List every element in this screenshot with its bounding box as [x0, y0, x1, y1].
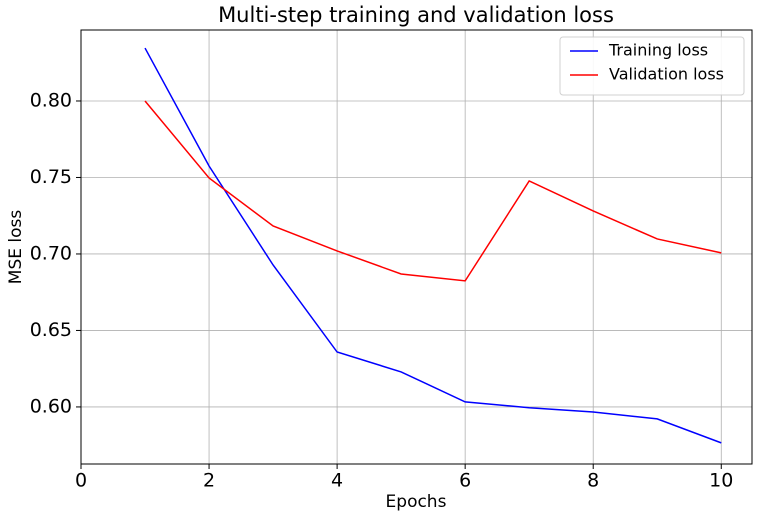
y-tick-label: 0.60 [30, 395, 72, 417]
legend: Training loss Validation loss [559, 36, 745, 96]
x-axis-label: Epochs [386, 492, 447, 512]
x-tick-label: 6 [459, 470, 471, 492]
y-tick-label: 0.70 [30, 242, 72, 264]
chart-title: Multi-step training and validation loss [218, 3, 614, 27]
x-tick-label: 10 [709, 470, 733, 492]
y-tick-label: 0.80 [30, 89, 72, 111]
y-tick-label: 0.65 [30, 319, 72, 341]
x-tick-label: 4 [331, 470, 343, 492]
x-tick-label: 8 [587, 470, 599, 492]
legend-box [559, 36, 745, 96]
line-series [144, 100, 722, 282]
x-tick-label: 2 [203, 470, 215, 492]
legend-label: Validation loss [609, 65, 724, 84]
legend-label: Training loss [608, 41, 708, 60]
x-tick-label: 0 [75, 470, 87, 492]
line-series [144, 47, 722, 444]
plot-frame [80, 29, 753, 465]
y-axis-label: MSE loss [6, 210, 26, 285]
y-tick-label: 0.75 [30, 166, 72, 188]
